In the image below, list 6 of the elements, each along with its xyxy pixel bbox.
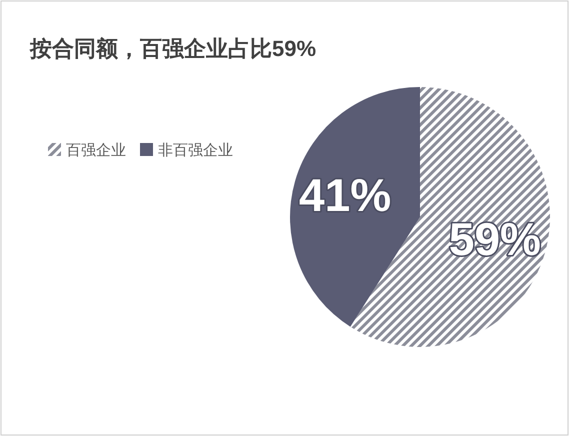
pie-slice [290,87,420,327]
data-label: 41% [299,169,392,222]
data-label: 59% [448,212,541,265]
chart-title: 按合同额，百强企业占比59% [29,36,316,61]
legend-label: 百强企业 [66,142,126,159]
legend-label: 非百强企业 [158,142,233,159]
